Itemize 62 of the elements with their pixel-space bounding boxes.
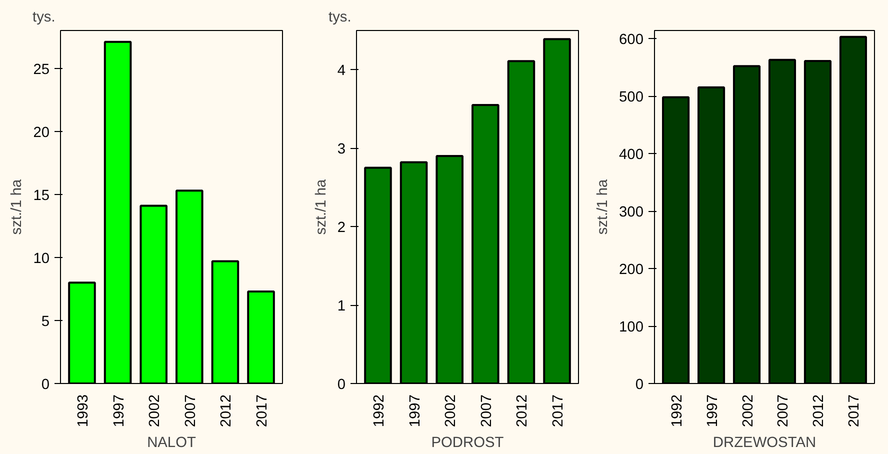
y-tick-label: 25 [33,62,50,78]
x-tick-label: 1997 [704,394,721,428]
x-tick-label: 2012 [218,394,235,428]
x-tick-label: 2017 [254,394,271,428]
y-tick-label: 10 [33,250,50,267]
x-tick-label: 2017 [846,394,863,428]
bar [68,282,96,384]
x-tick-label: 1992 [669,394,686,428]
x-tick-label: 1992 [371,394,388,428]
bar [247,290,275,384]
text: tys. [328,10,352,26]
y-tick-label: 1 [337,298,346,315]
y-tick-label: 300 [619,204,644,221]
y-axis-title: szt./1 ha [595,178,612,235]
bar [211,260,240,384]
y-tick-label: 100 [619,320,644,336]
x-tick-label: 2002 [147,394,164,428]
bar [698,86,726,384]
y-tick-label: 4 [337,63,346,80]
x-tick-label: 2007 [182,394,199,428]
y-tick-label: 3 [337,142,346,158]
bar [768,58,796,384]
x-axis-title: PODROST [431,435,504,452]
x-tick-label: 1997 [407,394,424,428]
y-tick-label: 15 [33,188,50,204]
y-tick-label: 0 [635,377,644,393]
y-tick-label: 2 [337,220,346,236]
bar [543,38,571,384]
y-tick-label: 0 [337,377,346,393]
bar [732,65,761,384]
x-axis-title: NALOT [147,435,196,452]
x-tick-label: 2007 [776,394,792,428]
x-tick-label: 2017 [550,394,567,428]
x-tick-label: 2002 [740,394,756,428]
x-tick-label: 1997 [111,394,128,428]
y-axis-title: szt./1 ha [313,178,330,235]
text: tys. [32,10,56,26]
y-tick-label: 600 [619,32,644,48]
x-tick-label: 2012 [514,394,531,428]
y-tick-label: 500 [619,90,644,106]
bar [436,155,464,384]
bar [662,96,690,384]
y-tick-label: 0 [41,377,50,393]
y-tick-label: 400 [619,147,644,164]
x-tick-label: 2007 [478,394,495,428]
x-tick-label: 2002 [443,394,460,428]
bar [804,60,832,384]
bar [400,161,428,384]
x-tick-label: 2012 [811,394,828,428]
y-tick-label: 5 [41,314,50,330]
x-axis-title: DRZEWOSTAN [712,435,816,452]
bar [104,40,132,384]
bar [507,60,536,384]
bar [176,190,204,384]
x-tick-label: 1993 [75,394,92,428]
bar [140,204,168,384]
bar [839,36,867,384]
y-tick-label: 20 [33,124,50,141]
y-tick-label: 200 [619,262,644,278]
y-axis-title: szt./1 ha [9,178,26,235]
bar [472,104,500,384]
bar [364,166,392,384]
